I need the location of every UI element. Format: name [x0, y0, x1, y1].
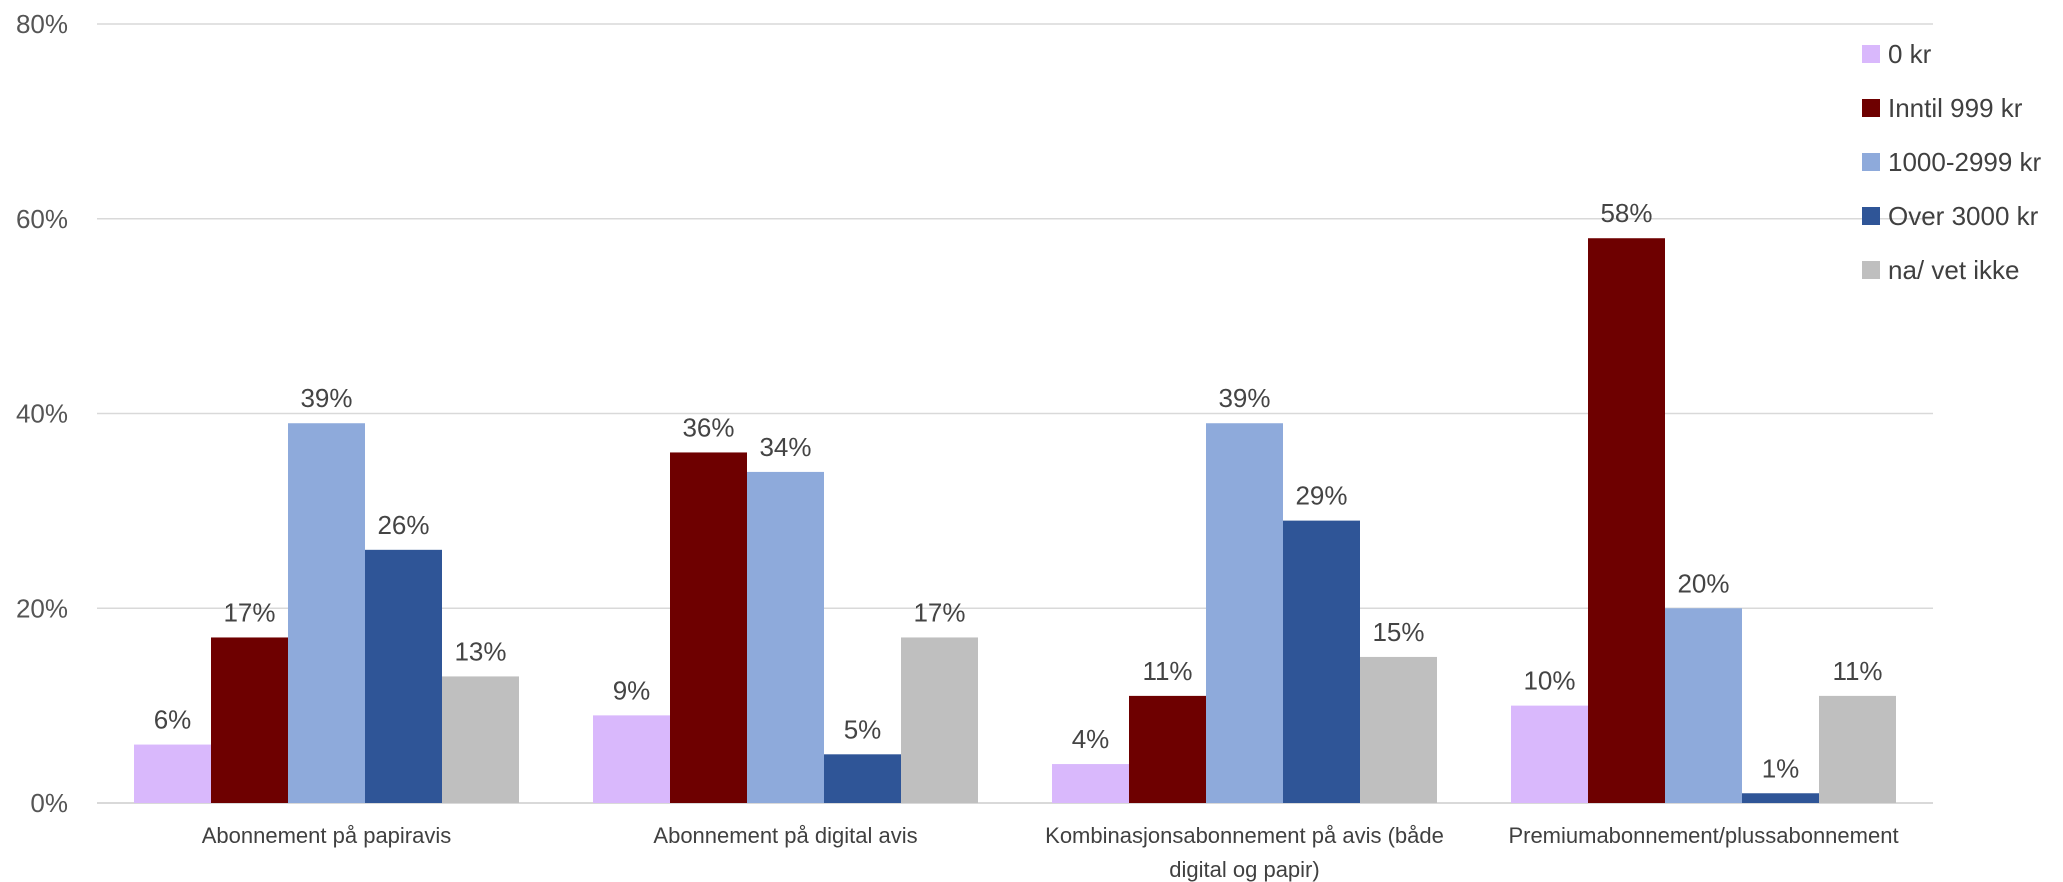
bar	[1360, 656, 1437, 803]
data-label: 5%	[844, 714, 882, 744]
data-label: 13%	[454, 636, 506, 666]
bar	[824, 754, 901, 803]
data-label: 15%	[1372, 617, 1424, 647]
x-category-label-line: digital og papir)	[1169, 857, 1319, 882]
data-label: 39%	[300, 383, 352, 413]
legend-label: na/ vet ikke	[1888, 255, 2020, 285]
data-label: 9%	[613, 675, 651, 705]
bar	[1511, 705, 1588, 803]
y-tick-label: 80%	[16, 9, 68, 39]
legend-label: Over 3000 kr	[1888, 201, 2039, 231]
legend-swatch	[1862, 153, 1880, 171]
bar	[134, 744, 211, 803]
bar	[365, 549, 442, 803]
legend: 0 kr Inntil 999 kr 1000-2999 kr Over 3000 k…	[1862, 39, 2042, 285]
bar	[670, 452, 747, 803]
bar	[1588, 238, 1665, 804]
data-label: 26%	[377, 510, 429, 540]
legend-label: 0 kr	[1888, 39, 1932, 69]
x-category-label-line: Kombinasjonsabonnement på avis (både	[1045, 823, 1444, 848]
data-label: 11%	[1142, 656, 1192, 686]
bar	[1665, 608, 1742, 803]
data-label: 17%	[223, 597, 275, 627]
bar	[1129, 695, 1206, 803]
legend-swatch	[1862, 99, 1880, 117]
x-category-label-line: Abonnement på papiravis	[202, 823, 452, 848]
data-label: 10%	[1523, 666, 1575, 696]
legend-swatch	[1862, 45, 1880, 63]
legend-swatch	[1862, 261, 1880, 279]
bar	[1206, 423, 1283, 803]
y-tick-label: 20%	[16, 593, 68, 623]
x-category-label-line: Premiumabonnement/plussabonnement	[1508, 823, 1898, 848]
x-category-label: Premiumabonnement/plussabonnement	[1508, 823, 1898, 848]
data-label: 11%	[1832, 656, 1882, 686]
bars	[134, 238, 1896, 804]
bar	[1742, 793, 1819, 803]
data-label: 36%	[682, 412, 734, 442]
y-tick-label: 40%	[16, 399, 68, 429]
data-label: 17%	[913, 597, 965, 627]
x-category-label-line: Abonnement på digital avis	[653, 823, 917, 848]
x-category-label: Abonnement på papiravis	[202, 823, 452, 848]
bar	[288, 423, 365, 803]
bar	[1819, 695, 1896, 803]
data-label: 34%	[759, 432, 811, 462]
bar	[1283, 520, 1360, 803]
bar	[211, 637, 288, 803]
y-axis-ticks: 0% 20% 40% 60% 80%	[16, 9, 68, 818]
data-label: 39%	[1218, 383, 1270, 413]
bar	[442, 676, 519, 803]
bar	[593, 715, 670, 803]
x-axis-categories: Abonnement på papiravis Abonnement på dig…	[202, 823, 1899, 882]
bar	[747, 471, 824, 803]
y-tick-label: 60%	[16, 204, 68, 234]
x-category-label: Abonnement på digital avis	[653, 823, 917, 848]
legend-label: 1000-2999 kr	[1888, 147, 2042, 177]
data-label: 4%	[1072, 724, 1110, 754]
data-label: 29%	[1295, 481, 1347, 511]
x-category-label: Kombinasjonsabonnement på avis (både digi…	[1045, 823, 1444, 882]
bar	[901, 637, 978, 803]
data-label: 58%	[1600, 198, 1652, 228]
bar	[1052, 764, 1129, 803]
legend-label: Inntil 999 kr	[1888, 93, 2023, 123]
data-label: 1%	[1762, 753, 1800, 783]
data-label: 20%	[1677, 568, 1729, 598]
data-label: 6%	[154, 705, 192, 735]
legend-swatch	[1862, 207, 1880, 225]
data-labels: 6% 17% 39% 26% 13% 9% 36% 34% 5% 17% 4% 11% 39% 29% 15…	[154, 198, 1883, 783]
y-tick-label: 0%	[30, 788, 68, 818]
